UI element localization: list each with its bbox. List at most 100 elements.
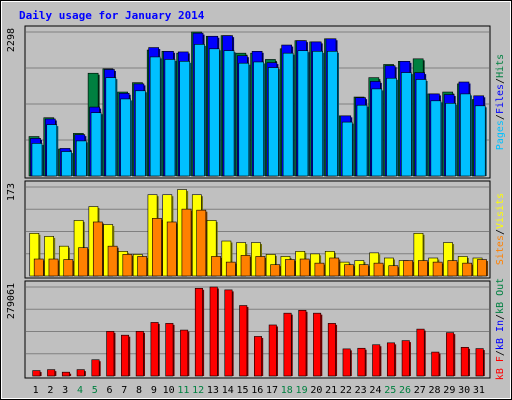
bar-sites-day-19: [299, 258, 310, 277]
bar-kbytes-f-day-18: [283, 312, 292, 377]
day-label-6: 6: [107, 385, 113, 396]
bar-kbytes-f-day-4: [76, 369, 85, 377]
day-label-26: 26: [399, 385, 411, 396]
bar-kbytes-f-day-5: [91, 359, 100, 377]
bar-pages-day-14: [223, 50, 235, 177]
bar-kbytes-f-day-1: [32, 370, 41, 377]
day-label-4: 4: [77, 385, 83, 396]
day-label-3: 3: [62, 385, 68, 396]
legend-bot-item-2: kB In: [495, 320, 506, 350]
bar-sites-day-28: [432, 261, 443, 277]
bar-sites-day-26: [403, 260, 413, 277]
bar-sites-day-25: [388, 265, 399, 277]
bar-pages-day-27: [415, 79, 427, 177]
day-label-28: 28: [429, 385, 441, 396]
bar-pages-day-29: [445, 103, 456, 177]
bar-kbytes-f-day-2: [47, 369, 56, 377]
bar-pages-day-9: [149, 56, 161, 177]
legend-mid-item-0: Sites: [495, 235, 506, 265]
kbytes-panel: 279061: [6, 280, 491, 379]
bar-pages-day-3: [61, 151, 72, 177]
day-labels: 1 2 3 4 5 6 7 8 9 10 11 12 13 14 15 16 17 18 19 20 21 22 23 24 2…: [33, 385, 485, 396]
day-label-17: 17: [266, 385, 278, 396]
bar-sites-day-15: [240, 255, 251, 277]
bar-sites-day-11: [181, 208, 192, 277]
legend-bot-item-0: kB F: [495, 356, 506, 380]
y-max-label-top: 2298: [6, 28, 17, 52]
bar-kbytes-f-day-29: [446, 332, 455, 377]
bar-sites-day-27: [417, 260, 428, 277]
legend-mid-item-1: /: [495, 229, 506, 235]
bar-kbytes-f-day-14: [224, 289, 233, 377]
legend-bot-text: kB F/kB In/kB Out: [495, 278, 506, 380]
legend-bot-item-1: /: [495, 350, 506, 356]
bar-pages-day-23: [356, 104, 368, 177]
bar-kbytes-f-day-26: [401, 340, 410, 377]
bar-sites-day-10: [166, 221, 177, 277]
bar-pages-day-1: [31, 143, 43, 177]
bar-pages-day-25: [386, 77, 397, 177]
y-max-label-mid: 173: [6, 183, 17, 201]
bar-pages-day-10: [164, 59, 176, 177]
legend-top-text: Pages/Files/Hits: [495, 54, 506, 150]
bar-kbytes-f-day-28: [431, 351, 440, 377]
bar-sites-day-9: [152, 218, 162, 277]
bar-pages-day-21: [327, 51, 338, 177]
day-label-23: 23: [355, 385, 367, 396]
bar-pages-day-13: [208, 48, 220, 177]
day-label-11: 11: [177, 385, 189, 396]
day-label-21: 21: [325, 385, 337, 396]
day-label-27: 27: [414, 385, 426, 396]
day-label-13: 13: [207, 385, 219, 396]
bar-sites-day-30: [462, 262, 473, 277]
chart-title: Daily usage for January 2014: [19, 9, 205, 22]
bar-sites-day-21: [329, 257, 340, 277]
bar-sites-day-4: [78, 247, 88, 277]
day-label-9: 9: [151, 385, 157, 396]
bar-sites-day-20: [314, 262, 325, 277]
bar-pages-day-30: [460, 93, 471, 177]
bar-kbytes-f-day-31: [475, 348, 484, 377]
bar-sites-day-17: [270, 264, 281, 277]
bar-sites-day-1: [33, 258, 44, 277]
bar-sites-day-29: [447, 260, 458, 277]
legend-top-item-4: Hits: [495, 54, 506, 78]
bar-sites-day-6: [107, 245, 118, 277]
day-label-15: 15: [236, 385, 248, 396]
bar-kbytes-f-day-23: [357, 347, 366, 377]
legend-bot-item-3: /: [495, 314, 506, 320]
visits-sites-panel: 173: [6, 180, 491, 279]
day-label-25: 25: [384, 385, 396, 396]
legend-sites-visits: Sites/Visits: [495, 193, 506, 265]
bar-kbytes-f-day-6: [106, 331, 115, 377]
legend-top-item-2: Files: [495, 84, 506, 114]
bar-kbytes-f-day-13: [209, 286, 218, 377]
day-label-29: 29: [443, 385, 455, 396]
legend-mid-item-2: Visits: [495, 193, 506, 229]
bar-pages-day-24: [371, 88, 383, 177]
bar-kbytes-f-day-8: [135, 331, 144, 377]
bar-sites-day-5: [92, 221, 103, 277]
bar-kbytes-f-day-10: [165, 323, 174, 377]
bar-sites-day-12: [196, 209, 207, 277]
bar-pages-day-31: [474, 105, 486, 177]
day-label-24: 24: [369, 385, 381, 396]
day-label-7: 7: [121, 385, 127, 396]
legend-kbytes: kB F/kB In/kB Out: [495, 278, 506, 380]
bar-sites-day-22: [344, 264, 354, 277]
bar-sites-day-8: [137, 256, 148, 277]
bar-pages-day-15: [238, 62, 250, 177]
bar-kbytes-f-day-11: [180, 329, 189, 377]
bar-pages-day-22: [341, 121, 353, 177]
day-label-31: 31: [473, 385, 485, 396]
bar-pages-day-17: [268, 67, 279, 177]
bar-kbytes-f-day-30: [460, 346, 469, 377]
bar-kbytes-f-day-9: [150, 322, 159, 377]
bar-sites-day-7: [122, 254, 133, 277]
day-label-5: 5: [92, 385, 98, 396]
bar-pages-day-26: [401, 72, 412, 177]
day-label-8: 8: [136, 385, 142, 396]
bar-kbytes-f-day-7: [121, 334, 130, 377]
bar-sites-day-14: [225, 261, 236, 277]
day-label-16: 16: [251, 385, 263, 396]
